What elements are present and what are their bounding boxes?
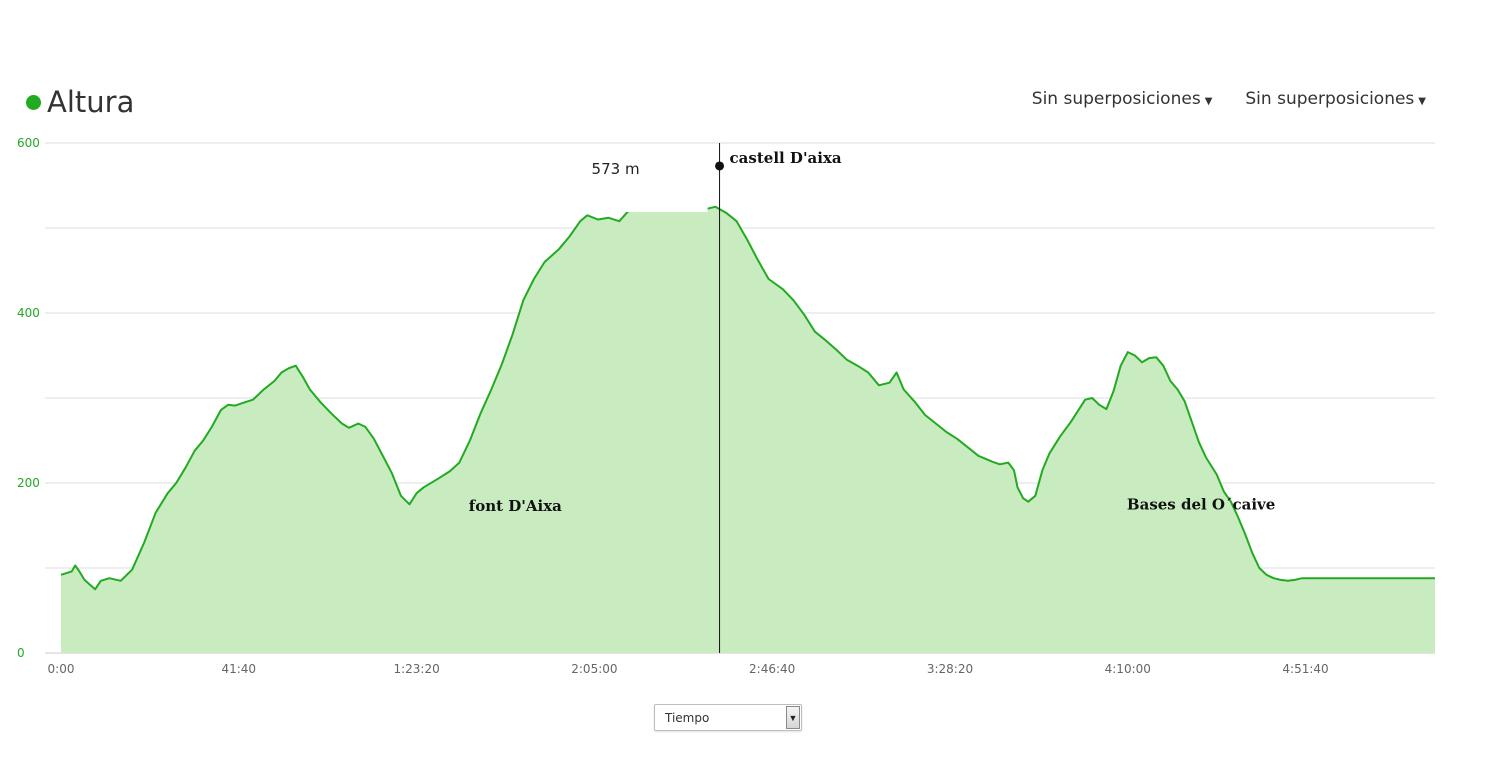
overlay-select-2-label: Sin superposiciones — [1245, 89, 1415, 109]
annotation-label: font D'Aixa — [469, 497, 562, 515]
series-color-dot — [26, 94, 41, 110]
x-tick-label: 4:51:40 — [1282, 662, 1328, 676]
overlay-select-1-label: Sin superposiciones — [1031, 89, 1201, 109]
elevation-area — [61, 170, 1435, 653]
y-axis-ticks: 0 200 400 600 — [17, 136, 40, 660]
tooltip-box — [583, 152, 708, 212]
annotation-label: Bases del O´caive — [1127, 496, 1275, 514]
caret-down-icon: ▼ — [1204, 96, 1213, 107]
y-tick-label: 600 — [17, 136, 40, 150]
x-tick-label: 1:23:20 — [393, 662, 439, 676]
y-tick-label: 200 — [17, 476, 40, 490]
overlay-select-2[interactable]: Sin superposiciones ▼ — [1245, 89, 1426, 109]
x-tick-label: 4:10:00 — [1105, 662, 1151, 676]
x-tick-label: 2:46:40 — [749, 662, 795, 676]
overlay-select-1[interactable]: Sin superposiciones ▼ — [1032, 89, 1213, 109]
x-tick-label: 0:00 — [48, 662, 75, 676]
chart-header: Altura — [26, 84, 134, 120]
dropdown-arrow-icon[interactable]: ▼ — [786, 706, 800, 729]
point-marker — [715, 161, 725, 171]
caret-down-icon: ▼ — [1418, 96, 1426, 107]
x-axis-ticks: 0:00 41:40 1:23:20 2:05:00 2:46:40 3:28:20 4:1… — [48, 662, 1329, 676]
annotations-layer: castell D'aixa font D'Aixa Bases del O´cai… — [469, 149, 1276, 515]
x-tick-label: 3:28:20 — [927, 662, 973, 676]
x-axis-selector[interactable]: Tiempo ▼ — [654, 704, 802, 731]
series-layer — [60, 169, 1435, 653]
x-axis-selector-value: Tiempo — [665, 711, 710, 725]
y-tick-label: 0 — [17, 646, 25, 660]
tooltip-readout: 573 m — [592, 160, 640, 178]
x-tick-label: 2:05:00 — [571, 662, 617, 676]
y-tick-label: 400 — [17, 306, 40, 320]
chart-title: Altura — [47, 85, 135, 119]
cursor-layer: 573 m — [583, 143, 721, 653]
annotation-label: castell D'aixa — [730, 149, 842, 167]
overlay-selectors: Sin superposiciones ▼ Sin superposiciones… — [1032, 89, 1426, 109]
x-tick-label: 41:40 — [221, 662, 256, 676]
